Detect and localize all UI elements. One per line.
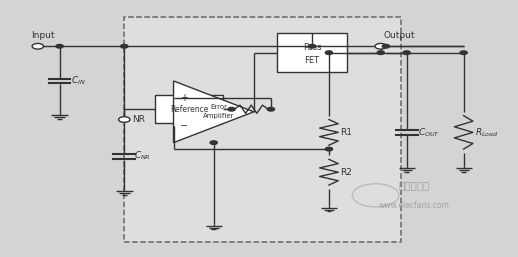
Bar (277, 33, 347, 72)
Circle shape (325, 147, 333, 151)
Text: Amplifier: Amplifier (203, 113, 235, 119)
Circle shape (32, 43, 44, 49)
Text: R2: R2 (340, 168, 352, 177)
Circle shape (119, 117, 130, 122)
Text: −: − (180, 121, 188, 131)
Text: FET: FET (305, 56, 320, 65)
Text: R1: R1 (340, 128, 352, 137)
Text: $C_{OUT}$: $C_{OUT}$ (418, 126, 440, 139)
Circle shape (377, 51, 384, 54)
Text: Error: Error (210, 104, 227, 110)
Circle shape (228, 107, 235, 111)
Circle shape (267, 107, 275, 111)
Text: $C_{IN}$: $C_{IN}$ (71, 75, 85, 87)
Circle shape (460, 51, 467, 54)
Bar (155, 95, 223, 123)
Circle shape (309, 44, 316, 48)
Text: Input: Input (31, 31, 54, 41)
Text: +: + (180, 93, 188, 103)
Circle shape (375, 43, 386, 49)
Text: Output: Output (383, 31, 415, 41)
Bar (124, 17, 401, 242)
Text: www.elecfans.com: www.elecfans.com (379, 201, 450, 210)
Polygon shape (174, 81, 254, 143)
Text: $C_{NR}$: $C_{NR}$ (134, 149, 150, 162)
Circle shape (210, 141, 218, 144)
Text: NR: NR (132, 115, 145, 124)
Text: Reference: Reference (170, 105, 208, 114)
Text: Pass: Pass (303, 43, 321, 52)
Circle shape (56, 44, 63, 48)
Circle shape (403, 51, 410, 54)
Text: 电子发烧友: 电子发烧友 (399, 180, 430, 190)
Circle shape (382, 44, 390, 48)
Text: $R_{Load}$: $R_{Load}$ (475, 126, 498, 139)
Circle shape (325, 51, 333, 54)
Circle shape (121, 44, 128, 48)
